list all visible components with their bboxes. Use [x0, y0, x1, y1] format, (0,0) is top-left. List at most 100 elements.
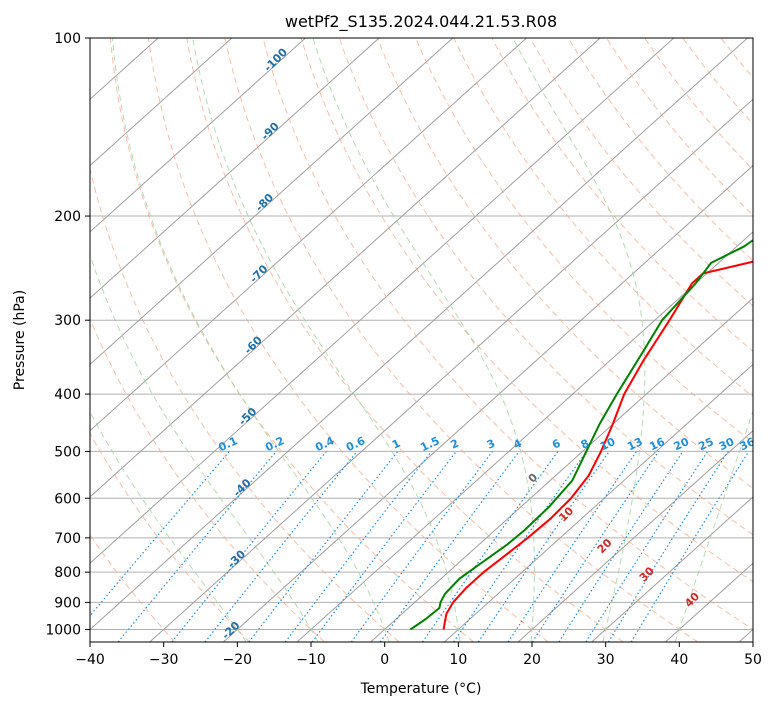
isotherm-gridline: [0, 38, 11, 642]
dry-adiabat: [148, 38, 549, 642]
mixing-ratio-label: 36: [738, 435, 758, 453]
mixing-ratio-line: [171, 451, 327, 642]
dry-adiabat: [376, 38, 753, 489]
mixing-ratio-line: [379, 451, 520, 642]
mixing-ratio-line: [558, 451, 684, 642]
x-axis-label: Temperature (°C): [360, 681, 482, 697]
isotherm-gridline: [444, 363, 753, 642]
dry-adiabat: [90, 166, 400, 642]
y-tick-label: 100: [54, 31, 81, 47]
isotherm-gridline: [370, 297, 753, 642]
moist-adiabat: [90, 253, 319, 642]
dry-adiabat: [109, 38, 475, 642]
mixing-ratio-line: [453, 451, 587, 642]
dry-adiabat: [491, 38, 753, 352]
dry-adiabat: [529, 38, 753, 307]
mixing-ratio-label: 10: [598, 435, 618, 453]
mixing-ratio-line: [204, 451, 358, 642]
moist-adiabat: [90, 410, 247, 642]
moist-adiabat: [512, 38, 646, 642]
mixing-ratio-label: 30: [717, 435, 737, 453]
mixing-ratio-label: 20: [672, 435, 692, 453]
x-tick-label: −30: [149, 652, 179, 668]
y-tick-label: 500: [54, 444, 81, 460]
isotherm-label: -10: [214, 690, 237, 708]
temperature-profile: [442, 260, 753, 630]
mixing-ratio-label: 25: [696, 435, 715, 453]
mixing-ratio-line: [284, 451, 432, 642]
dry-adiabat: [453, 38, 753, 398]
mixing-ratio-line: [422, 451, 559, 642]
isotherm-gridline: [738, 628, 753, 642]
mixing-ratio-line: [477, 451, 610, 642]
mixing-ratio-line: [117, 451, 277, 642]
isotherm-label: -80: [253, 191, 276, 214]
x-tick-label: 40: [670, 652, 688, 668]
dry-adiabat: [415, 38, 753, 443]
x-tick-label: 30: [597, 652, 615, 668]
isotherm-gridline: [90, 38, 380, 299]
x-tick-label: 20: [523, 652, 541, 668]
dry-adiabat: [720, 38, 753, 79]
isotherm-gridline: [517, 430, 753, 642]
y-tick-label: 800: [54, 565, 81, 581]
chart-title: wetPf2_S135.2024.044.21.53.R08: [285, 12, 557, 32]
moist-adiabat: [312, 38, 535, 642]
moist-adiabat-label: 30: [637, 564, 657, 584]
mixing-ratio-line: [248, 451, 399, 642]
isotherm-label: -40: [231, 476, 254, 499]
isotherm-gridline: [90, 38, 748, 631]
moist-adiabat-label: 20: [595, 536, 615, 556]
dry-adiabat: [605, 38, 753, 217]
mixing-ratio-line: [531, 451, 660, 642]
y-tick-label: 600: [54, 491, 81, 507]
mixing-ratio-label: 13: [625, 435, 644, 453]
y-tick-label: 900: [54, 595, 81, 611]
plot-frame: [89, 37, 754, 643]
x-tick-label: −40: [75, 652, 105, 668]
sounding-lines: [409, 238, 753, 631]
moist-adiabat: [112, 38, 390, 642]
isotherm-label: -90: [259, 119, 282, 142]
moist-adiabat: [192, 38, 461, 642]
mixing-ratio-line: [585, 451, 709, 642]
dry-adiabat: [759, 38, 775, 642]
y-tick-label: 400: [54, 387, 81, 403]
x-tick-label: 0: [380, 652, 389, 668]
isotherm-gridline: [90, 38, 675, 564]
isotherm-label: -60: [242, 333, 265, 356]
dry-adiabat: [90, 432, 250, 642]
dry-adiabat: [224, 38, 699, 642]
isotherm-gridline: [90, 38, 454, 366]
dewpoint-profile: [409, 238, 753, 631]
mixing-ratio-label: 3: [485, 437, 497, 452]
moist-adiabat-label: 10: [556, 504, 576, 524]
moist-adiabat-label: 40: [682, 590, 702, 610]
mixing-ratio-line: [350, 451, 493, 642]
isotherm-gridline: [90, 38, 306, 233]
isotherm-gridline: [296, 231, 753, 642]
dry-adiabat: [300, 38, 753, 583]
isotherm-gridline: [591, 496, 753, 642]
dry-adiabat: [262, 38, 753, 631]
mixing-ratio-line: [630, 451, 750, 642]
isotherm-gridline: [90, 38, 233, 167]
isotherm-gridline: [90, 38, 527, 432]
isotherm-gridline: [90, 38, 601, 498]
x-tick-label: −10: [296, 652, 326, 668]
dry-adiabat: [90, 534, 176, 642]
y-axis-label: Pressure (hPa): [12, 290, 28, 390]
mixing-ratio-label: 16: [647, 435, 667, 453]
line-labels: 0.1 0.2 0.4 0.6 1 1.5 2 3 4 6 8 10 13 16 20 25 30 36-100-…: [214, 45, 758, 708]
y-axis: 100 200 300 400 500 600 700 800 900 1000: [45, 31, 90, 638]
x-tick-label: 10: [449, 652, 467, 668]
y-tick-label: 1000: [45, 622, 81, 638]
skewt-background: [0, 38, 775, 642]
dry-adiabat: [338, 38, 753, 536]
x-axis: −40 −30 −20 −10 0 10 20 30 40 50: [75, 642, 762, 668]
y-tick-label: 300: [54, 313, 81, 329]
mixing-ratio-line: [607, 451, 729, 642]
y-tick-label: 200: [54, 209, 81, 225]
